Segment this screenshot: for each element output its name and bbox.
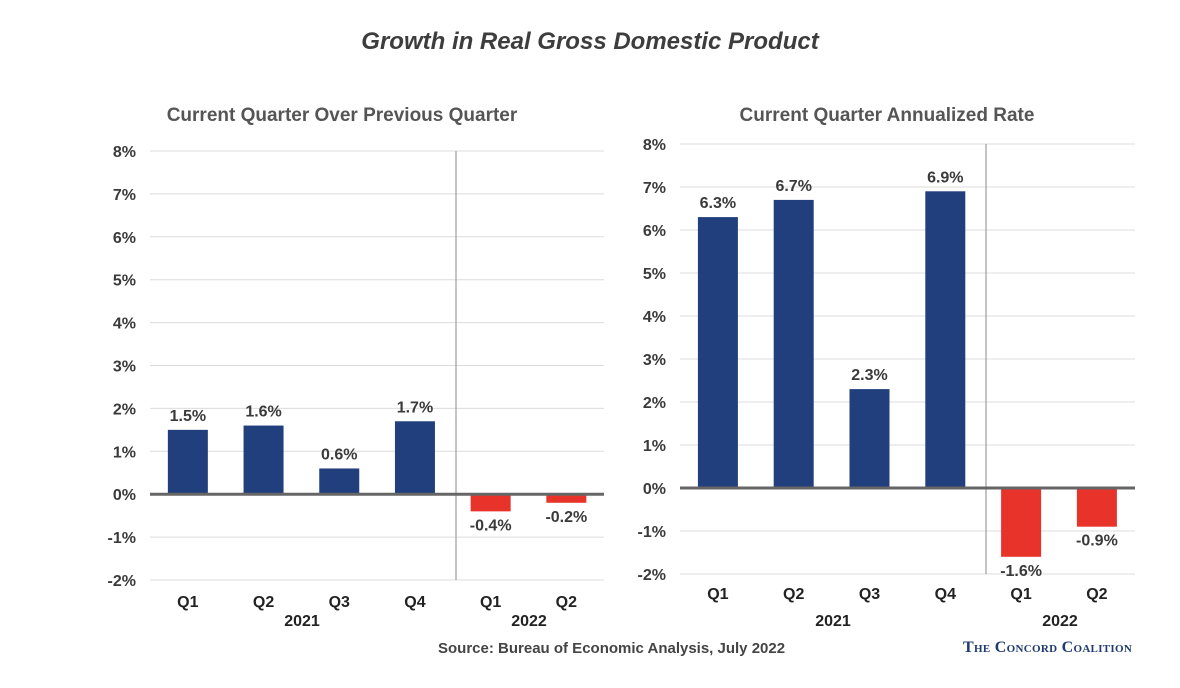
x-tick-label: Q2 xyxy=(1086,586,1107,603)
data-label: 1.5% xyxy=(170,408,206,425)
y-tick-label: -2% xyxy=(108,573,136,590)
y-tick-label: 3% xyxy=(113,359,136,376)
x-tick-label: Q1 xyxy=(707,586,728,603)
data-label: -0.9% xyxy=(1076,533,1118,550)
x-tick-label: Q3 xyxy=(329,594,350,611)
y-tick-label: 3% xyxy=(643,352,666,369)
data-label: 1.6% xyxy=(245,404,281,421)
x-tick-label: Q4 xyxy=(935,586,956,603)
year-group-label: 2022 xyxy=(511,613,547,630)
y-tick-label: 2% xyxy=(113,401,136,418)
data-label: 6.7% xyxy=(775,178,811,195)
panel-title: Current Quarter Annualized Rate xyxy=(740,105,1035,126)
bar xyxy=(319,468,360,495)
bar xyxy=(546,494,587,503)
y-tick-label: 5% xyxy=(113,273,136,290)
bar xyxy=(167,429,208,495)
y-tick-label: 4% xyxy=(643,309,666,326)
y-tick-label: 1% xyxy=(113,444,136,461)
bar xyxy=(243,425,284,495)
panel-title: Current Quarter Over Previous Quarter xyxy=(167,105,518,126)
x-tick-label: Q1 xyxy=(480,594,501,611)
x-tick-label: Q1 xyxy=(177,594,198,611)
y-tick-label: 6% xyxy=(113,230,136,247)
x-tick-label: Q4 xyxy=(404,594,425,611)
bar xyxy=(1001,488,1042,557)
bar xyxy=(1076,488,1117,527)
y-tick-label: -2% xyxy=(638,567,666,584)
main-title: Growth in Real Gross Domestic Product xyxy=(361,28,819,55)
data-label: -1.6% xyxy=(1000,563,1042,580)
data-label: -0.4% xyxy=(470,517,512,534)
data-label: 2.3% xyxy=(851,367,887,384)
y-tick-label: -1% xyxy=(638,524,666,541)
y-tick-label: -1% xyxy=(108,530,136,547)
y-tick-label: 1% xyxy=(643,438,666,455)
data-label: 1.7% xyxy=(397,399,433,416)
y-tick-label: 0% xyxy=(643,481,666,498)
bar xyxy=(470,494,511,512)
y-tick-label: 5% xyxy=(643,266,666,283)
year-group-label: 2021 xyxy=(815,613,851,630)
bar xyxy=(773,199,814,488)
bar xyxy=(697,217,738,488)
data-label: 6.9% xyxy=(927,169,963,186)
x-tick-label: Q2 xyxy=(783,586,804,603)
y-tick-label: 4% xyxy=(113,316,136,333)
y-tick-label: 8% xyxy=(643,137,666,154)
source-note: Source: Bureau of Economic Analysis, Jul… xyxy=(438,640,786,657)
brand-logo: The Concord Coalition xyxy=(963,639,1132,657)
bar xyxy=(394,421,435,495)
year-group-label: 2021 xyxy=(284,613,320,630)
x-tick-label: Q3 xyxy=(859,586,880,603)
data-label: 0.6% xyxy=(321,446,357,463)
x-tick-label: Q2 xyxy=(253,594,274,611)
x-tick-label: Q1 xyxy=(1010,586,1031,603)
bar xyxy=(849,389,890,488)
data-label: -0.2% xyxy=(545,509,587,526)
year-group-label: 2022 xyxy=(1042,613,1078,630)
y-tick-label: 8% xyxy=(113,144,136,161)
x-tick-label: Q2 xyxy=(556,594,577,611)
brand-text: The Concord Coalition xyxy=(963,639,1133,656)
y-tick-label: 7% xyxy=(113,187,136,204)
y-tick-label: 6% xyxy=(643,223,666,240)
y-tick-label: 7% xyxy=(643,180,666,197)
y-tick-label: 2% xyxy=(643,395,666,412)
data-label: 6.3% xyxy=(700,195,736,212)
bar xyxy=(925,191,966,489)
y-tick-label: 0% xyxy=(113,487,136,504)
